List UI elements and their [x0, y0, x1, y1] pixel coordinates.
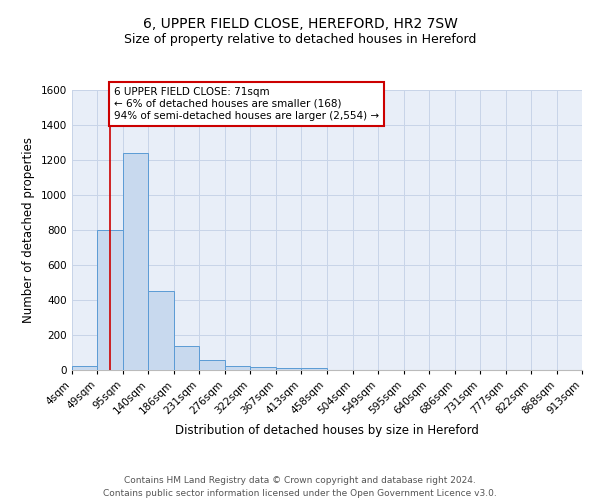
Bar: [199, 360, 224, 370]
X-axis label: Distribution of detached houses by size in Hereford: Distribution of detached houses by size …: [175, 424, 479, 437]
Bar: [97, 230, 123, 370]
Y-axis label: Number of detached properties: Number of detached properties: [22, 137, 35, 323]
Text: Size of property relative to detached houses in Hereford: Size of property relative to detached ho…: [124, 32, 476, 46]
Bar: [72, 366, 97, 370]
Bar: [123, 153, 148, 370]
Text: Contains HM Land Registry data © Crown copyright and database right 2024.
Contai: Contains HM Land Registry data © Crown c…: [103, 476, 497, 498]
Bar: [275, 368, 301, 370]
Bar: [250, 367, 275, 370]
Bar: [301, 368, 327, 370]
Bar: [148, 291, 174, 370]
Text: 6 UPPER FIELD CLOSE: 71sqm
← 6% of detached houses are smaller (168)
94% of semi: 6 UPPER FIELD CLOSE: 71sqm ← 6% of detac…: [114, 88, 379, 120]
Bar: [224, 366, 250, 370]
Bar: [174, 346, 199, 370]
Text: 6, UPPER FIELD CLOSE, HEREFORD, HR2 7SW: 6, UPPER FIELD CLOSE, HEREFORD, HR2 7SW: [143, 18, 457, 32]
